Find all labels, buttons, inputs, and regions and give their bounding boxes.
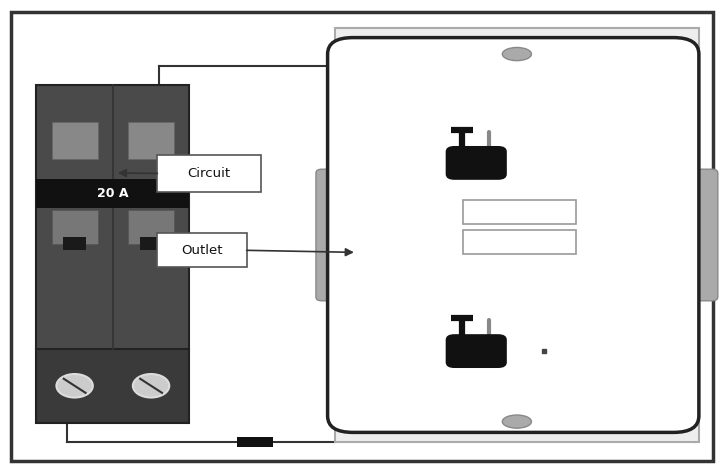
Bar xyxy=(36,85,189,349)
Ellipse shape xyxy=(502,47,531,61)
Text: Outlet: Outlet xyxy=(181,244,223,257)
FancyBboxPatch shape xyxy=(11,12,713,461)
FancyBboxPatch shape xyxy=(157,155,261,192)
Bar xyxy=(36,85,189,423)
Ellipse shape xyxy=(502,415,531,428)
Bar xyxy=(36,349,189,423)
Circle shape xyxy=(57,374,93,398)
FancyBboxPatch shape xyxy=(446,146,507,180)
FancyBboxPatch shape xyxy=(328,38,699,432)
Bar xyxy=(335,28,699,442)
FancyBboxPatch shape xyxy=(446,334,507,368)
FancyBboxPatch shape xyxy=(686,169,718,301)
Circle shape xyxy=(133,374,169,398)
FancyBboxPatch shape xyxy=(316,169,348,301)
Bar xyxy=(52,122,98,159)
Bar xyxy=(36,180,189,208)
Bar xyxy=(63,237,86,251)
Text: 20 A: 20 A xyxy=(97,187,129,200)
Text: Circuit: Circuit xyxy=(188,167,231,180)
Bar xyxy=(463,200,576,224)
Bar xyxy=(237,437,273,446)
Bar xyxy=(140,237,162,251)
Bar xyxy=(463,230,576,254)
Bar xyxy=(52,210,98,243)
Bar xyxy=(128,122,174,159)
FancyBboxPatch shape xyxy=(157,233,247,267)
Bar xyxy=(128,210,174,243)
